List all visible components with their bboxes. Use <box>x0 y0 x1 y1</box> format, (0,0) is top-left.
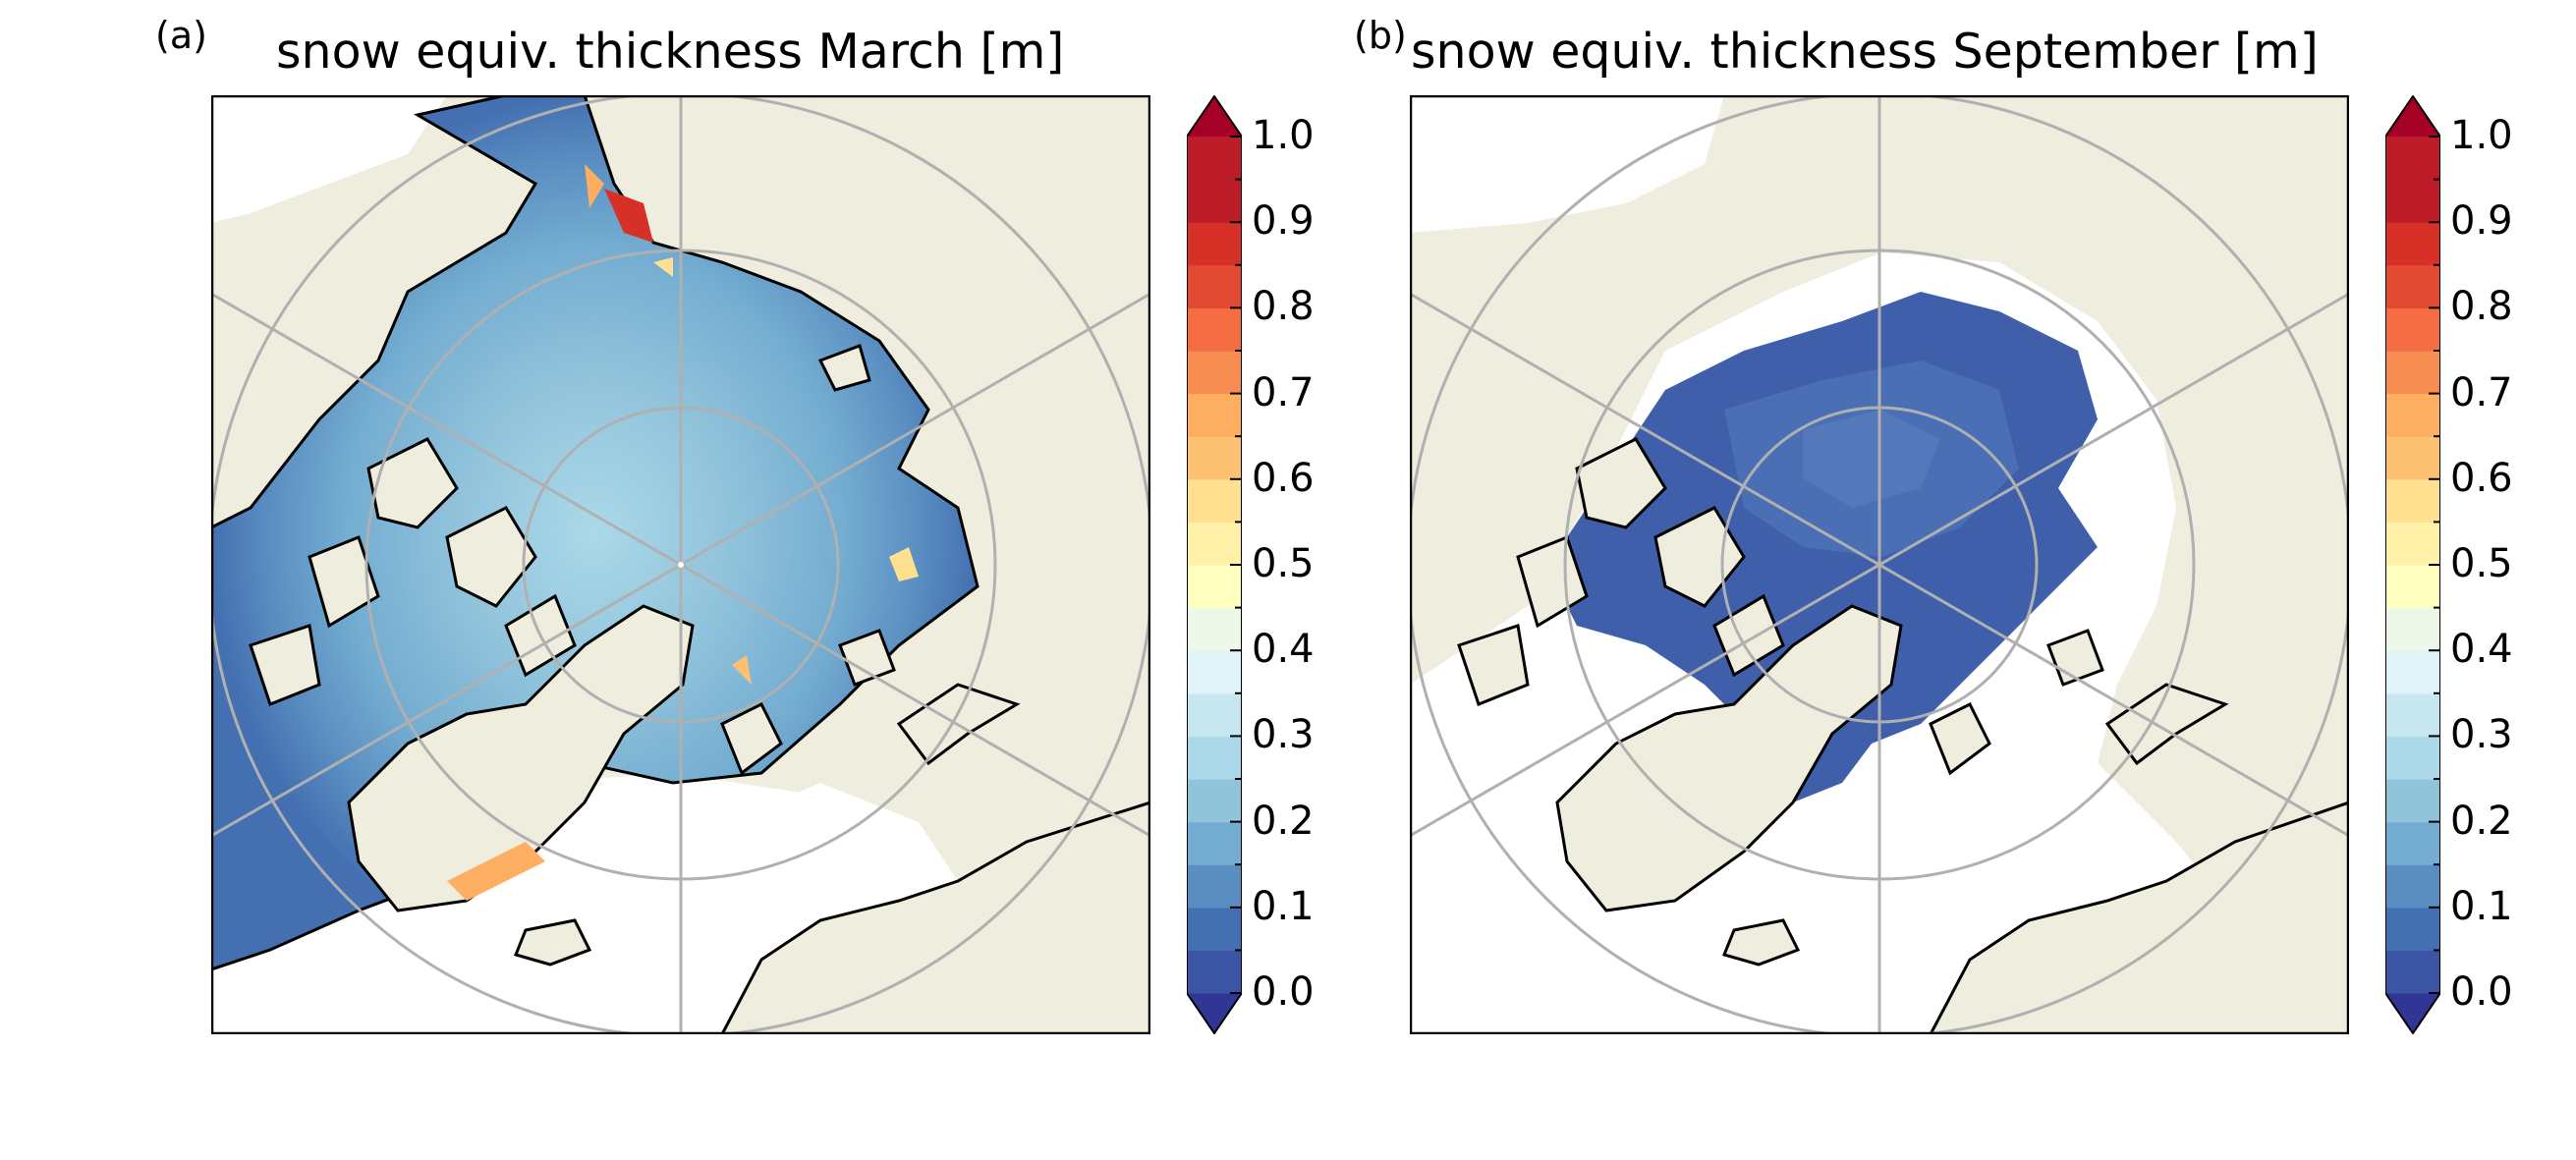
colorbar-level <box>2385 950 2440 994</box>
colorbar-tick-label: 1.0 <box>2450 113 2513 158</box>
colorbar-level <box>2385 179 2440 223</box>
colorbar <box>1187 95 1242 1034</box>
colorbar-level <box>2385 907 2440 951</box>
colorbar-level <box>2385 307 2440 352</box>
colorbar-level <box>1187 436 1242 480</box>
high-snow-spot <box>732 655 752 685</box>
colorbar-tick-label: 0.5 <box>1252 541 1315 586</box>
colorbar-tick-label: 0.4 <box>2450 627 2513 673</box>
colorbar-level <box>1187 779 1242 823</box>
greenland-landmass <box>1555 604 1903 912</box>
colorbar-level <box>1187 736 1242 780</box>
sea-ice-inner <box>1803 410 1940 508</box>
colorbar-level <box>1187 565 1242 609</box>
colorbar-level <box>2385 351 2440 395</box>
panel-a: (a) snow equiv. thickness March [m] <box>0 0 1315 1160</box>
colorbar-tick-label: 0.2 <box>2450 798 2513 844</box>
high-snow-bering <box>604 189 653 243</box>
colorbar-tick-label: 0.7 <box>2450 369 2513 415</box>
colorbar-level <box>2385 736 2440 780</box>
open-ocean-nw <box>211 95 447 223</box>
colorbar-level <box>1187 307 1242 352</box>
high-snow-bering-2 <box>585 164 604 208</box>
colorbar-tick-label: 0.0 <box>1252 969 1315 1015</box>
colorbar-level <box>1187 864 1242 909</box>
colorbar-level <box>1187 222 1242 266</box>
colorbar-level <box>2385 393 2440 437</box>
colorbar-tick-label: 0.6 <box>2450 455 2513 501</box>
colorbar-extend-max <box>1187 95 1242 137</box>
scandinavia-landmass <box>1929 801 2349 1034</box>
colorbar-level <box>2385 864 2440 909</box>
scandinavia-landmass <box>720 801 1150 1034</box>
svalbard <box>1929 629 2104 776</box>
panel-title: snow equiv. thickness March [m] <box>276 24 1065 80</box>
colorbar-extend-min <box>2385 993 2440 1034</box>
colorbar-tick-label: 0.4 <box>1252 627 1315 673</box>
colorbar-tick-label: 0.1 <box>2450 883 2513 929</box>
colorbar-tick-label: 1.0 <box>1252 113 1315 158</box>
siberian-islands <box>817 344 871 392</box>
colorbar-level <box>1187 650 1242 694</box>
canadian-archipelago <box>249 437 577 706</box>
colorbar-level <box>1187 179 1242 223</box>
arctic-map <box>211 95 1150 1034</box>
iceland <box>1721 918 1801 967</box>
panel-title: snow equiv. thickness September [m] <box>1411 24 2319 80</box>
colorbar-extend-max <box>2385 95 2440 137</box>
panel-label: (b) <box>1354 14 1407 57</box>
colorbar-level <box>1187 393 1242 437</box>
colorbar-level <box>1187 821 1242 865</box>
colorbar-level <box>2385 779 2440 823</box>
high-snow-spot <box>653 257 673 277</box>
arctic-map <box>1410 95 2349 1034</box>
colorbar-level <box>1187 522 1242 566</box>
colorbar <box>2385 95 2440 1034</box>
open-ocean-nw <box>1410 95 1724 233</box>
colorbar-tick-label: 0.8 <box>2450 284 2513 330</box>
colorbar-tick-label: 0.9 <box>2450 198 2513 245</box>
high-snow-spot <box>889 547 919 581</box>
colorbar-level <box>2385 650 2440 694</box>
graticule <box>1410 95 2349 1034</box>
colorbar-level <box>1187 351 1242 395</box>
colorbar-tick-label: 0.7 <box>1252 369 1315 415</box>
map-frame <box>1410 95 2349 1034</box>
colorbar-level <box>2385 821 2440 865</box>
colorbar-tick-label: 0.2 <box>1252 798 1315 844</box>
colorbar-tick-label: 0.3 <box>1252 712 1315 758</box>
iceland <box>513 918 592 967</box>
colorbar-tick-label: 0.0 <box>2450 969 2513 1015</box>
colorbar-tick-label: 0.1 <box>1252 883 1315 929</box>
colorbar-level <box>1187 907 1242 951</box>
colorbar-tick-label: 0.3 <box>2450 712 2513 758</box>
colorbar-level <box>2385 137 2440 181</box>
colorbar-level <box>1187 478 1242 523</box>
north-pole-marker <box>678 562 684 568</box>
colorbar-level <box>2385 607 2440 651</box>
colorbar-level <box>2385 264 2440 308</box>
colorbar-level <box>1187 137 1242 181</box>
high-snow-spot <box>447 842 545 901</box>
colorbar-level <box>2385 436 2440 480</box>
colorbar-level <box>2385 692 2440 737</box>
svalbard <box>720 629 896 776</box>
panel-label: (a) <box>155 14 207 57</box>
colorbar-level <box>2385 478 2440 523</box>
panel-b: (b) snow equiv. thickness September [m] <box>1189 0 2513 1160</box>
colorbar-tick-label: 0.8 <box>1252 284 1315 330</box>
open-ocean-south <box>624 783 958 999</box>
colorbar-level <box>1187 950 1242 994</box>
colorbar-level <box>2385 522 2440 566</box>
colorbar-level <box>1187 692 1242 737</box>
colorbar-level <box>1187 607 1242 651</box>
colorbar-tick-label: 0.5 <box>2450 541 2513 586</box>
colorbar-tick-label: 0.6 <box>1252 455 1315 501</box>
colorbar-level <box>2385 565 2440 609</box>
map-frame <box>211 95 1150 1034</box>
colorbar-tick-label: 0.9 <box>1252 198 1315 245</box>
colorbar-extend-min <box>1187 993 1242 1034</box>
colorbar-level <box>2385 222 2440 266</box>
colorbar-level <box>1187 264 1242 308</box>
